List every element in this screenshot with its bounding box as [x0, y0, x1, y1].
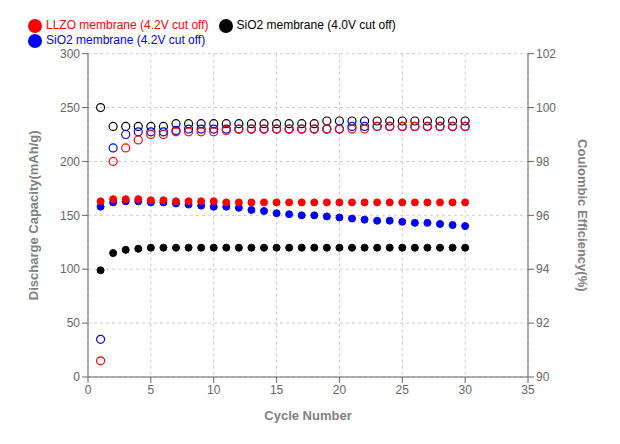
svg-text:0: 0 [73, 370, 80, 384]
svg-text:300: 300 [60, 47, 80, 61]
svg-text:10: 10 [207, 383, 221, 397]
svg-text:94: 94 [536, 262, 550, 276]
html-text:LLZO membrane (4.2V cut off): LLZO membrane (4.2V cut off) [46, 18, 209, 32]
svg-text:96: 96 [536, 209, 550, 223]
svg-text:20: 20 [333, 383, 347, 397]
svg-text:35: 35 [521, 383, 535, 397]
svg-text:30: 30 [458, 383, 472, 397]
svg-text:Discharge Capacity(mAh/g): Discharge Capacity(mAh/g) [26, 130, 41, 300]
svg-text:250: 250 [60, 101, 80, 115]
svg-text:200: 200 [60, 155, 80, 169]
svg-text:98: 98 [536, 155, 550, 169]
svg-text:102: 102 [536, 47, 556, 61]
svg-text:100: 100 [60, 262, 80, 276]
svg-text:100: 100 [536, 101, 556, 115]
html-text:SiO2 membrane (4.2V cut off): SiO2 membrane (4.2V cut off) [46, 32, 206, 47]
svg-text:92: 92 [536, 316, 550, 330]
html-text:SiO2 membrane (4.0V cut off): SiO2 membrane (4.0V cut off) [236, 18, 396, 32]
svg-text:15: 15 [270, 383, 284, 397]
svg-text:0: 0 [85, 383, 92, 397]
svg-text:25: 25 [396, 383, 410, 397]
svg-text:90: 90 [536, 370, 550, 384]
svg-text:Cycle Number: Cycle Number [264, 408, 351, 423]
svg-text:Coulombic Efficiency(%): Coulombic Efficiency(%) [575, 139, 590, 291]
svg-text:50: 50 [67, 316, 81, 330]
svg-text:5: 5 [148, 383, 155, 397]
svg-text:150: 150 [60, 209, 80, 223]
